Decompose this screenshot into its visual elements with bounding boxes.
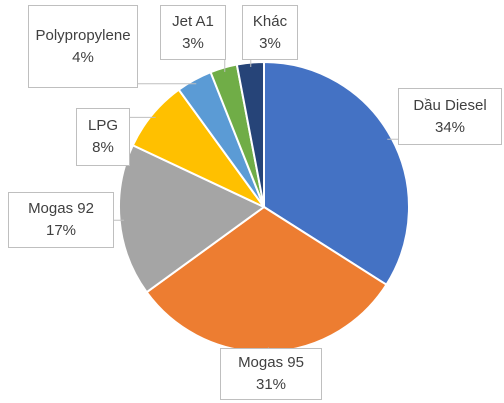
label-name: LPG [87, 117, 118, 134]
label-name: Mogas 92 [28, 200, 94, 217]
label-value: 8% [92, 139, 114, 156]
data-label: LPG 8% [76, 108, 130, 166]
data-label: Mogas 95 31% [220, 348, 322, 400]
data-label: Polypropylene 4% [28, 5, 138, 88]
label-name: Polypropylene [35, 26, 131, 44]
label-value: 4% [72, 48, 94, 66]
label-name: Khác [252, 12, 288, 30]
label-name: Dầu Diesel [413, 96, 487, 114]
label-value: 3% [182, 34, 204, 52]
data-label: Jet A1 3% [160, 5, 226, 60]
label-value: 17% [45, 222, 77, 239]
label-value: 34% [434, 118, 466, 136]
data-label: Khác 3% [242, 5, 298, 60]
label-name: Jet A1 [172, 12, 214, 30]
label-value: 31% [255, 376, 287, 393]
data-label: Mogas 92 17% [8, 192, 114, 248]
label-value: 3% [259, 34, 281, 52]
data-label: Dầu Diesel 34% [398, 88, 502, 145]
label-name: Mogas 95 [238, 354, 304, 371]
